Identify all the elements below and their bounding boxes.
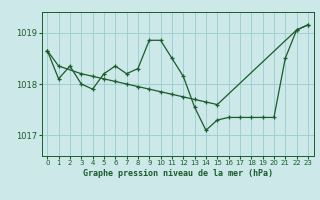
X-axis label: Graphe pression niveau de la mer (hPa): Graphe pression niveau de la mer (hPa): [83, 169, 273, 178]
